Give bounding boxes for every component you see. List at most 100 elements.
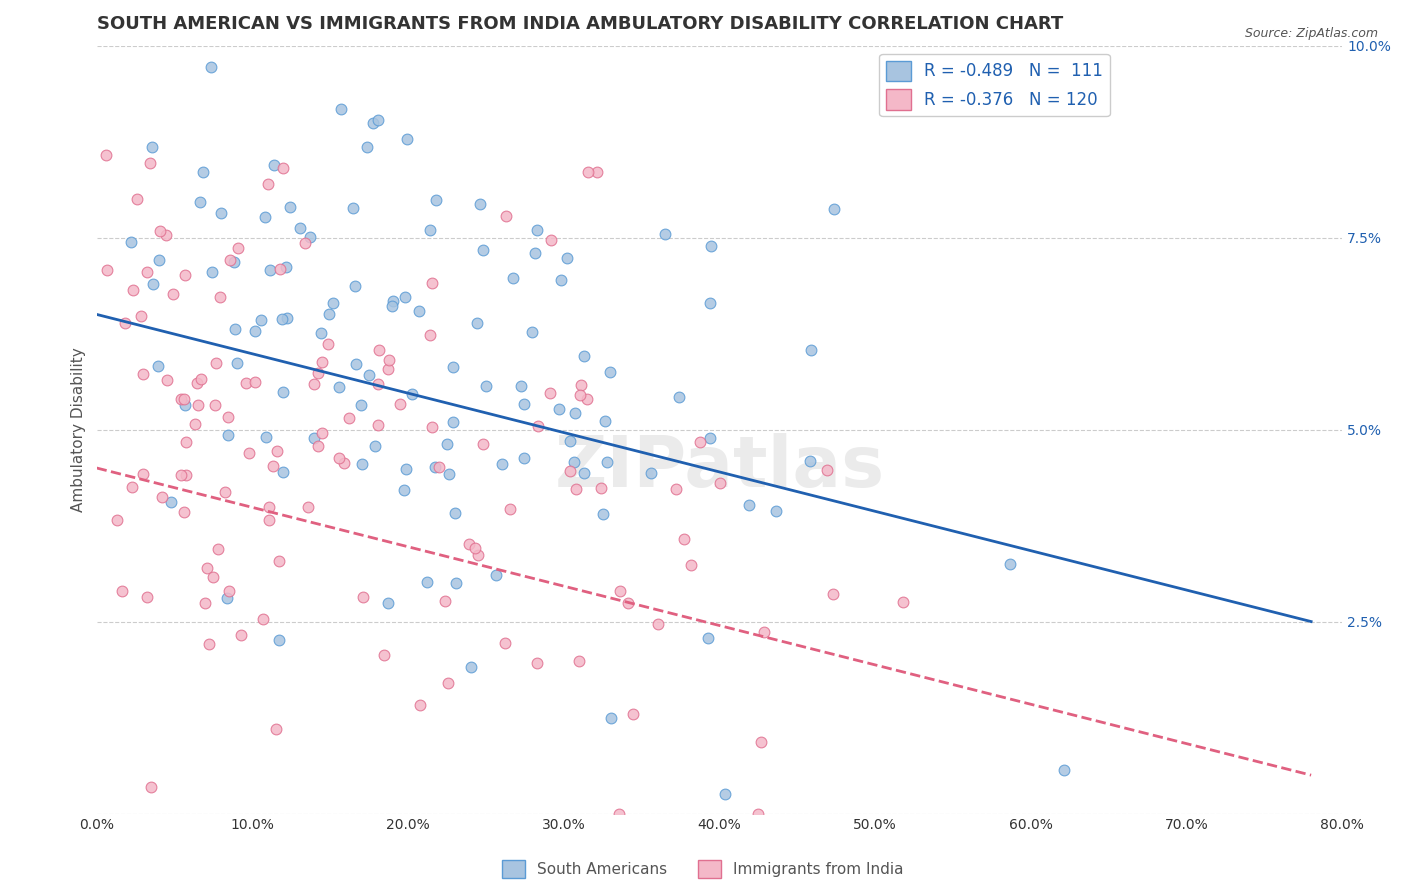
Point	[665, 483, 688, 497]
Point	[214, 484, 236, 499]
Point	[352, 457, 374, 471]
Point	[328, 380, 350, 394]
Point	[187, 398, 209, 412]
Point	[252, 612, 274, 626]
Point	[352, 591, 374, 605]
Point	[491, 458, 513, 472]
Point	[139, 780, 162, 795]
Point	[494, 635, 516, 649]
Point	[394, 290, 416, 304]
Point	[714, 787, 737, 801]
Point	[209, 290, 232, 304]
Point	[607, 806, 630, 821]
Point	[425, 193, 447, 207]
Point	[681, 558, 703, 572]
Point	[156, 373, 179, 387]
Point	[356, 139, 378, 153]
Point	[382, 294, 405, 309]
Point	[464, 541, 486, 555]
Point	[472, 243, 495, 257]
Point	[395, 462, 418, 476]
Point	[441, 416, 464, 430]
Point	[436, 437, 458, 451]
Point	[238, 446, 260, 460]
Point	[254, 430, 277, 444]
Point	[367, 376, 389, 391]
Point	[339, 410, 361, 425]
Point	[475, 379, 498, 393]
Point	[127, 192, 149, 206]
Point	[427, 459, 450, 474]
Point	[558, 434, 581, 449]
Point	[668, 390, 690, 404]
Point	[467, 549, 489, 563]
Point	[567, 654, 589, 668]
Point	[377, 361, 399, 376]
Point	[215, 591, 238, 606]
Point	[204, 398, 226, 412]
Point	[257, 513, 280, 527]
Point	[121, 480, 143, 494]
Point	[218, 583, 240, 598]
Point	[513, 397, 536, 411]
Point	[700, 238, 723, 252]
Point	[288, 220, 311, 235]
Point	[408, 303, 430, 318]
Point	[302, 377, 325, 392]
Point	[217, 410, 239, 425]
Point	[502, 271, 524, 285]
Point	[343, 279, 366, 293]
Point	[562, 455, 585, 469]
Point	[526, 418, 548, 433]
Point	[264, 723, 287, 737]
Point	[538, 386, 561, 401]
Point	[446, 575, 468, 590]
Point	[174, 467, 197, 482]
Point	[267, 633, 290, 648]
Point	[318, 337, 340, 351]
Point	[333, 456, 356, 470]
Point	[307, 439, 329, 453]
Point	[132, 367, 155, 381]
Point	[263, 158, 285, 172]
Point	[114, 316, 136, 330]
Point	[138, 156, 160, 170]
Point	[523, 246, 546, 260]
Point	[441, 360, 464, 375]
Point	[193, 165, 215, 179]
Point	[235, 376, 257, 391]
Point	[350, 398, 373, 412]
Point	[342, 202, 364, 216]
Point	[654, 227, 676, 242]
Point	[328, 451, 350, 466]
Point	[120, 235, 142, 249]
Point	[367, 417, 389, 432]
Point	[266, 444, 288, 458]
Point	[568, 388, 591, 402]
Point	[174, 435, 197, 450]
Point	[485, 567, 508, 582]
Point	[96, 263, 118, 277]
Point	[526, 223, 548, 237]
Point	[800, 343, 823, 357]
Point	[1053, 763, 1076, 777]
Point	[311, 426, 333, 441]
Point	[186, 376, 208, 390]
Point	[574, 349, 596, 363]
Point	[271, 311, 294, 326]
Point	[188, 195, 211, 210]
Point	[599, 711, 621, 725]
Point	[201, 570, 224, 584]
Y-axis label: Ambulatory Disability: Ambulatory Disability	[72, 347, 86, 512]
Point	[377, 596, 399, 610]
Point	[569, 378, 592, 392]
Point	[149, 224, 172, 238]
Point	[513, 450, 536, 465]
Point	[243, 376, 266, 390]
Point	[367, 113, 389, 128]
Point	[575, 392, 598, 407]
Point	[217, 428, 239, 442]
Point	[540, 233, 562, 247]
Point	[621, 706, 644, 721]
Point	[699, 295, 721, 310]
